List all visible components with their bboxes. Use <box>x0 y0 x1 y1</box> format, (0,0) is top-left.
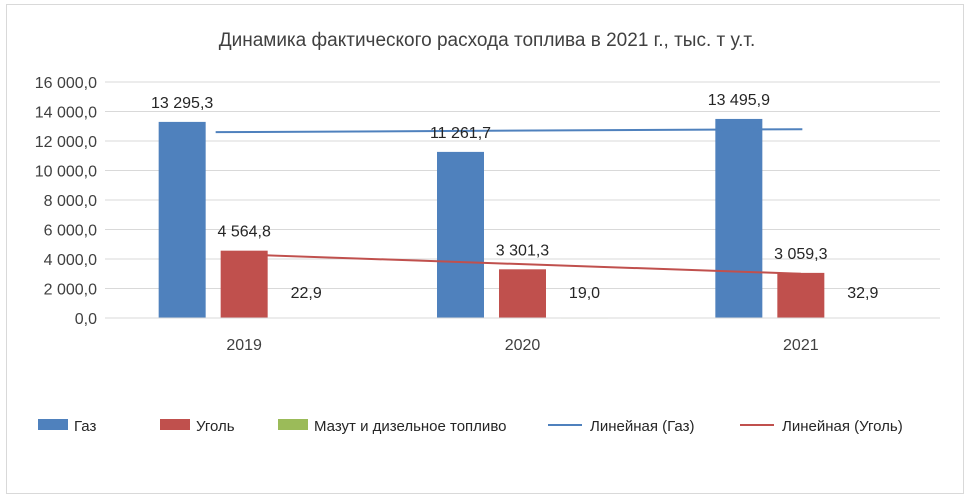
y-tick-label: 4 000,0 <box>44 252 97 269</box>
data-label: 11 261,7 <box>430 125 491 142</box>
legend-label: Мазут и дизельное топливо <box>314 418 506 435</box>
y-tick-label: 14 000,0 <box>35 105 97 122</box>
y-tick-label: 6 000,0 <box>44 223 97 240</box>
y-tick-label: 16 000,0 <box>35 75 97 92</box>
trendlines <box>215 128 803 275</box>
legend-label: Линейная (Газ) <box>590 418 694 435</box>
data-label: 13 295,3 <box>151 95 213 112</box>
x-tick-label: 2019 <box>226 337 262 354</box>
data-label: 13 495,9 <box>708 92 770 109</box>
data-label: 3 059,3 <box>774 246 827 263</box>
legend-label: Уголь <box>196 418 235 435</box>
data-label: 19,0 <box>569 285 600 302</box>
y-tick-label: 2 000,0 <box>44 282 97 299</box>
data-label: 3 301,3 <box>496 242 549 259</box>
legend-swatch <box>278 419 308 430</box>
trendline-Линейная (Уголь) <box>244 253 801 275</box>
y-tick-label: 12 000,0 <box>35 134 97 151</box>
x-tick-label: 2021 <box>783 337 819 354</box>
bar-Газ <box>715 118 763 318</box>
bar-Газ <box>437 151 484 318</box>
x-tick-label: 2020 <box>505 337 541 354</box>
data-label: 32,9 <box>847 285 878 302</box>
data-labels: 13 295,3 4 564,8 22,9 11 261,7 3 301,3 19,0 13… <box>151 92 878 302</box>
trendline-Линейная (Газ) <box>215 128 803 134</box>
data-label: 4 564,8 <box>217 224 270 241</box>
bar-Уголь <box>220 250 268 318</box>
x-axis: 2019 2020 2021 <box>105 317 940 354</box>
legend-swatch <box>160 419 190 430</box>
bar-Уголь <box>499 269 546 318</box>
bar-Газ <box>158 121 206 319</box>
bars <box>158 118 887 319</box>
y-tick-label: 8 000,0 <box>44 193 97 210</box>
bar-Уголь <box>777 272 825 318</box>
legend: Газ Уголь Мазут и дизельное топливо Линейна… <box>38 418 903 435</box>
y-tick-label: 0,0 <box>75 311 97 328</box>
y-tick-label: 10 000,0 <box>35 164 97 181</box>
data-label: 22,9 <box>291 285 322 302</box>
legend-label: Линейная (Уголь) <box>782 418 903 435</box>
legend-label: Газ <box>74 418 96 435</box>
y-axis: 0,0 2 000,0 4 000,0 6 000,0 8 000,0 10 000,0 1… <box>35 75 97 328</box>
legend-swatch <box>38 419 68 430</box>
chart-title: Динамика фактического расхода топлива в … <box>219 30 756 51</box>
